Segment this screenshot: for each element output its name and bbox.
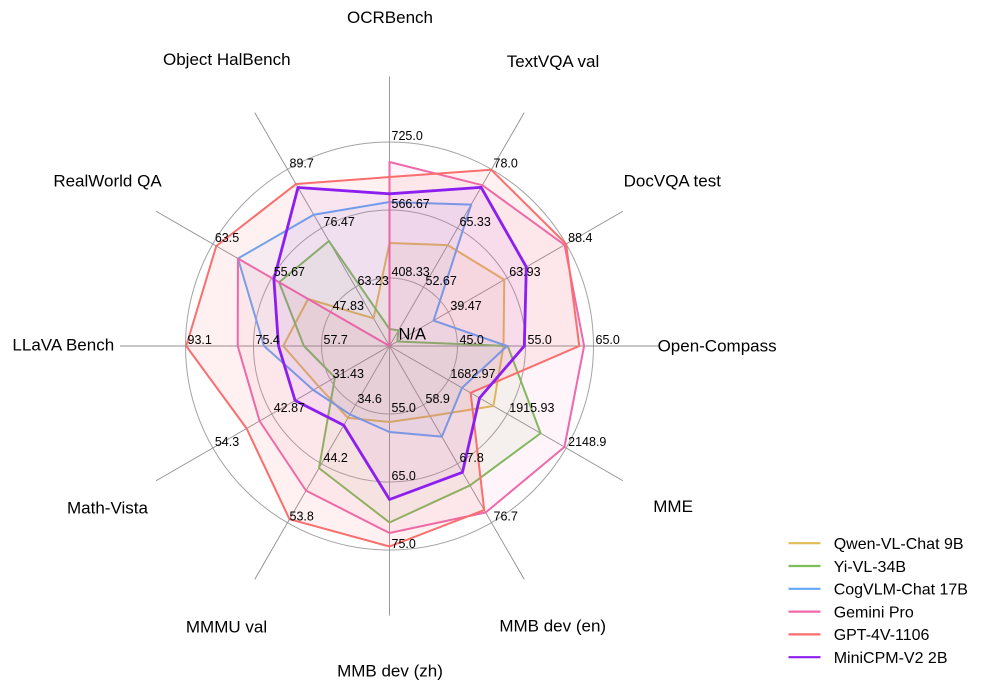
svg-text:54.3: 54.3 bbox=[215, 435, 239, 449]
svg-text:65.33: 65.33 bbox=[460, 215, 491, 229]
svg-text:MMMU val: MMMU val bbox=[186, 618, 267, 637]
svg-text:45.0: 45.0 bbox=[460, 333, 484, 347]
svg-text:LLaVA Bench: LLaVA Bench bbox=[12, 335, 114, 354]
svg-text:47.83: 47.83 bbox=[333, 299, 364, 313]
svg-text:65.0: 65.0 bbox=[392, 469, 416, 483]
svg-text:GPT-4V-1106: GPT-4V-1106 bbox=[834, 627, 930, 644]
svg-text:57.7: 57.7 bbox=[324, 333, 348, 347]
svg-text:Object HalBench: Object HalBench bbox=[163, 50, 291, 69]
svg-text:Yi-VL-34B: Yi-VL-34B bbox=[834, 559, 906, 576]
svg-text:Math-Vista: Math-Vista bbox=[67, 499, 148, 518]
svg-text:75.0: 75.0 bbox=[392, 537, 416, 551]
svg-text:1915.93: 1915.93 bbox=[509, 401, 554, 415]
svg-text:55.0: 55.0 bbox=[528, 333, 552, 347]
svg-text:67.8: 67.8 bbox=[460, 451, 484, 465]
svg-text:78.0: 78.0 bbox=[494, 156, 518, 170]
svg-text:63.23: 63.23 bbox=[358, 274, 389, 288]
svg-text:39.47: 39.47 bbox=[450, 299, 481, 313]
svg-text:55.67: 55.67 bbox=[274, 265, 305, 279]
svg-text:MME: MME bbox=[653, 497, 693, 516]
svg-text:58.9: 58.9 bbox=[426, 392, 450, 406]
svg-text:DocVQA test: DocVQA test bbox=[624, 172, 722, 191]
svg-text:N/A: N/A bbox=[399, 326, 427, 344]
svg-text:75.4: 75.4 bbox=[256, 333, 280, 347]
svg-text:TextVQA val: TextVQA val bbox=[507, 52, 600, 71]
svg-text:42.87: 42.87 bbox=[274, 401, 305, 415]
svg-text:93.1: 93.1 bbox=[188, 333, 212, 347]
svg-text:725.0: 725.0 bbox=[392, 129, 423, 143]
svg-text:MMB dev (zh): MMB dev (zh) bbox=[337, 662, 443, 681]
svg-text:52.67: 52.67 bbox=[426, 274, 457, 288]
svg-text:31.43: 31.43 bbox=[333, 367, 364, 381]
svg-text:2148.9: 2148.9 bbox=[568, 435, 606, 449]
svg-text:88.4: 88.4 bbox=[568, 231, 592, 245]
svg-text:63.5: 63.5 bbox=[215, 231, 239, 245]
svg-text:55.0: 55.0 bbox=[392, 401, 416, 415]
svg-text:63.93: 63.93 bbox=[509, 265, 540, 279]
svg-text:44.2: 44.2 bbox=[324, 451, 348, 465]
svg-text:RealWorld QA: RealWorld QA bbox=[53, 172, 162, 191]
svg-text:Qwen-VL-Chat 9B: Qwen-VL-Chat 9B bbox=[834, 536, 964, 553]
svg-text:Gemini Pro: Gemini Pro bbox=[834, 604, 914, 621]
svg-text:408.33: 408.33 bbox=[392, 265, 430, 279]
svg-text:76.7: 76.7 bbox=[494, 510, 518, 524]
svg-text:89.7: 89.7 bbox=[290, 156, 314, 170]
svg-text:566.67: 566.67 bbox=[392, 197, 430, 211]
svg-text:CogVLM-Chat 17B: CogVLM-Chat 17B bbox=[834, 582, 968, 599]
svg-text:53.8: 53.8 bbox=[290, 510, 314, 524]
svg-text:1682.97: 1682.97 bbox=[450, 367, 495, 381]
svg-text:65.0: 65.0 bbox=[596, 333, 620, 347]
svg-text:76.47: 76.47 bbox=[324, 215, 355, 229]
svg-text:34.6: 34.6 bbox=[358, 392, 382, 406]
svg-text:OCRBench: OCRBench bbox=[347, 8, 433, 27]
svg-text:Open-Compass: Open-Compass bbox=[658, 336, 777, 355]
svg-text:MiniCPM-V2 2B: MiniCPM-V2 2B bbox=[834, 650, 948, 667]
svg-text:MMB dev (en): MMB dev (en) bbox=[499, 617, 606, 636]
